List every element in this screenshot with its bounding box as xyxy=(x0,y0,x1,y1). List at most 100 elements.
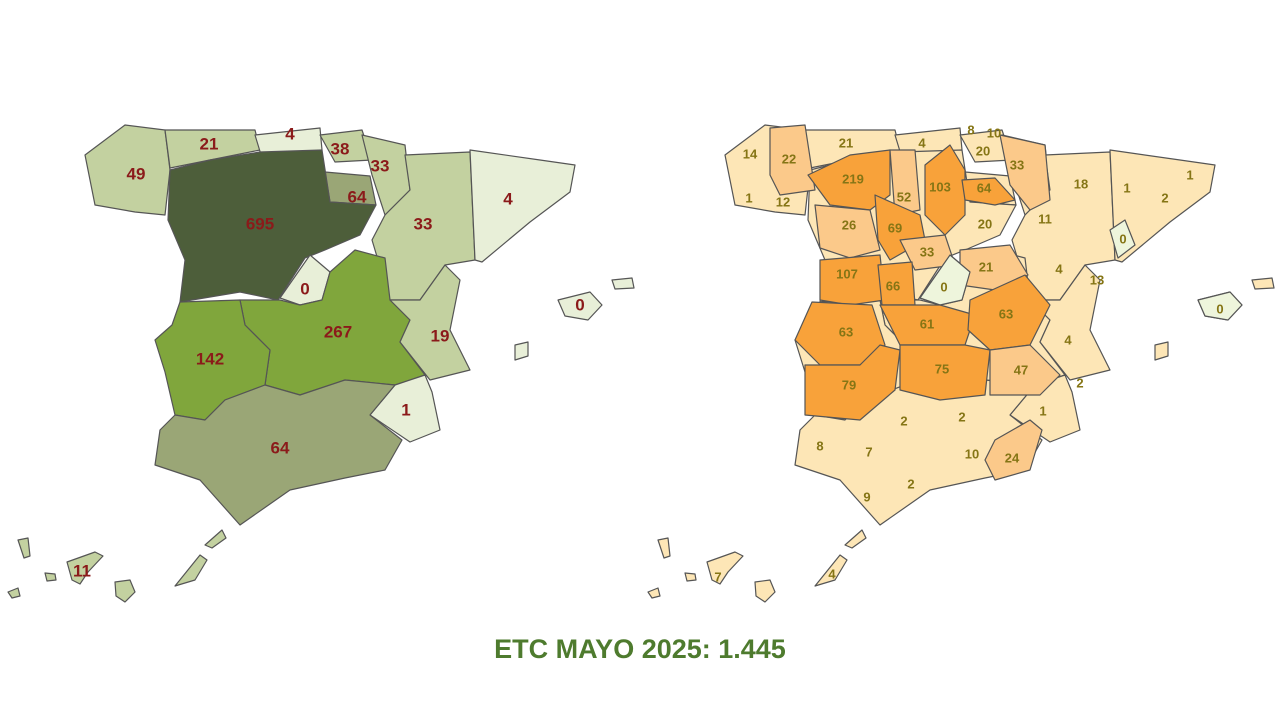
right-province xyxy=(769,124,816,196)
province-shape xyxy=(919,254,971,306)
left-region: 21 xyxy=(164,129,261,169)
province-value: 1 xyxy=(745,190,752,205)
province-value: 2 xyxy=(1161,190,1168,205)
province-value: 52 xyxy=(897,189,911,204)
region-value: 64 xyxy=(271,438,290,457)
province-value: 107 xyxy=(836,266,858,281)
province-value: 61 xyxy=(920,316,934,331)
region-shape xyxy=(389,264,471,381)
province-value: 26 xyxy=(842,217,856,232)
region-value: 267 xyxy=(324,322,352,341)
right-province xyxy=(807,149,891,211)
province-shape xyxy=(1109,219,1136,259)
region-value: 33 xyxy=(414,214,433,233)
left-region: 11 xyxy=(7,529,227,603)
island-shape xyxy=(754,579,776,603)
island-shape xyxy=(647,587,661,599)
province-value: 63 xyxy=(999,306,1013,321)
province-value: 20 xyxy=(978,216,992,231)
province-value: 0 xyxy=(1216,301,1223,316)
province-shape xyxy=(804,344,901,421)
province-value: 69 xyxy=(888,220,902,235)
region-value: 49 xyxy=(127,164,146,183)
left-region: 4 xyxy=(469,149,576,263)
region-value: 4 xyxy=(503,189,513,208)
region-value: 33 xyxy=(371,156,390,175)
island-shape xyxy=(174,554,208,587)
province-value: 47 xyxy=(1014,362,1028,377)
right-province xyxy=(804,344,901,421)
province-shape xyxy=(814,204,881,259)
province-value: 13 xyxy=(1090,272,1104,287)
left-region: 33 xyxy=(361,134,411,216)
province-value: 2 xyxy=(907,476,914,491)
province-shape xyxy=(1197,291,1243,321)
region-value: 64 xyxy=(348,187,367,206)
island-shape xyxy=(114,579,136,603)
province-value: 219 xyxy=(842,171,864,186)
island-shape xyxy=(844,529,867,549)
island-shape xyxy=(611,277,635,290)
right-province xyxy=(814,204,881,259)
region-shape xyxy=(84,124,171,216)
right-province xyxy=(961,177,1016,206)
province-value: 12 xyxy=(776,194,790,209)
province-shape xyxy=(899,344,991,401)
right-province xyxy=(999,134,1051,211)
island-shape xyxy=(204,529,227,549)
province-value: 63 xyxy=(839,324,853,339)
province-value: 22 xyxy=(782,151,796,166)
map-title: ETC MAYO 2025: 1.445 xyxy=(494,634,786,664)
province-value: 7 xyxy=(865,444,872,459)
left-region: 19 xyxy=(389,264,471,381)
province-value: 11 xyxy=(1038,211,1052,226)
right-province xyxy=(984,419,1043,481)
province-value: 4 xyxy=(1055,261,1063,276)
province-shape xyxy=(999,134,1051,211)
right-province xyxy=(899,344,991,401)
island-shape xyxy=(17,537,31,559)
region-shape xyxy=(557,291,603,321)
province-value: 79 xyxy=(842,377,856,392)
province-value: 75 xyxy=(935,361,949,376)
region-value: 695 xyxy=(246,214,274,233)
province-shape xyxy=(989,344,1061,396)
region-value: 4 xyxy=(285,124,295,143)
province-value: 4 xyxy=(918,135,926,150)
island-shape xyxy=(684,572,697,582)
province-value: 24 xyxy=(1005,450,1020,465)
right-province xyxy=(924,144,966,236)
province-shape xyxy=(807,149,891,211)
province-shape xyxy=(819,254,886,306)
province-value: 21 xyxy=(979,259,993,274)
province-value: 7 xyxy=(714,569,721,584)
province-value: 8 xyxy=(967,122,974,137)
province-value: 0 xyxy=(1119,231,1126,246)
region-shape xyxy=(469,149,576,263)
island-shape xyxy=(44,572,57,582)
province-value: 4 xyxy=(1064,332,1072,347)
region-value: 0 xyxy=(300,279,309,298)
province-shape xyxy=(924,144,966,236)
island-shape xyxy=(814,554,848,587)
province-value: 8 xyxy=(816,438,823,453)
region-shape xyxy=(167,149,377,303)
province-value: 33 xyxy=(920,244,934,259)
island-shape xyxy=(7,587,21,599)
island-shape xyxy=(1154,341,1169,361)
region-value: 21 xyxy=(200,134,219,153)
left-region: 64 xyxy=(154,379,403,526)
right-province xyxy=(919,254,971,306)
island-shape xyxy=(514,341,529,361)
region-value: 38 xyxy=(331,139,350,158)
right-province xyxy=(1109,219,1136,259)
right-province xyxy=(1197,291,1243,321)
base-shape xyxy=(1029,264,1111,381)
island-shape xyxy=(657,537,671,559)
region-value: 19 xyxy=(431,326,450,345)
province-value: 2 xyxy=(1076,375,1083,390)
region-shape xyxy=(164,129,261,169)
